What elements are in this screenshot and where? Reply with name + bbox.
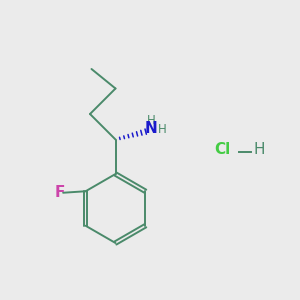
Text: H: H — [158, 123, 167, 136]
Text: H: H — [254, 142, 265, 158]
Text: F: F — [54, 185, 65, 200]
Text: N: N — [145, 122, 158, 136]
Text: Cl: Cl — [214, 142, 230, 158]
Text: H: H — [147, 114, 156, 128]
